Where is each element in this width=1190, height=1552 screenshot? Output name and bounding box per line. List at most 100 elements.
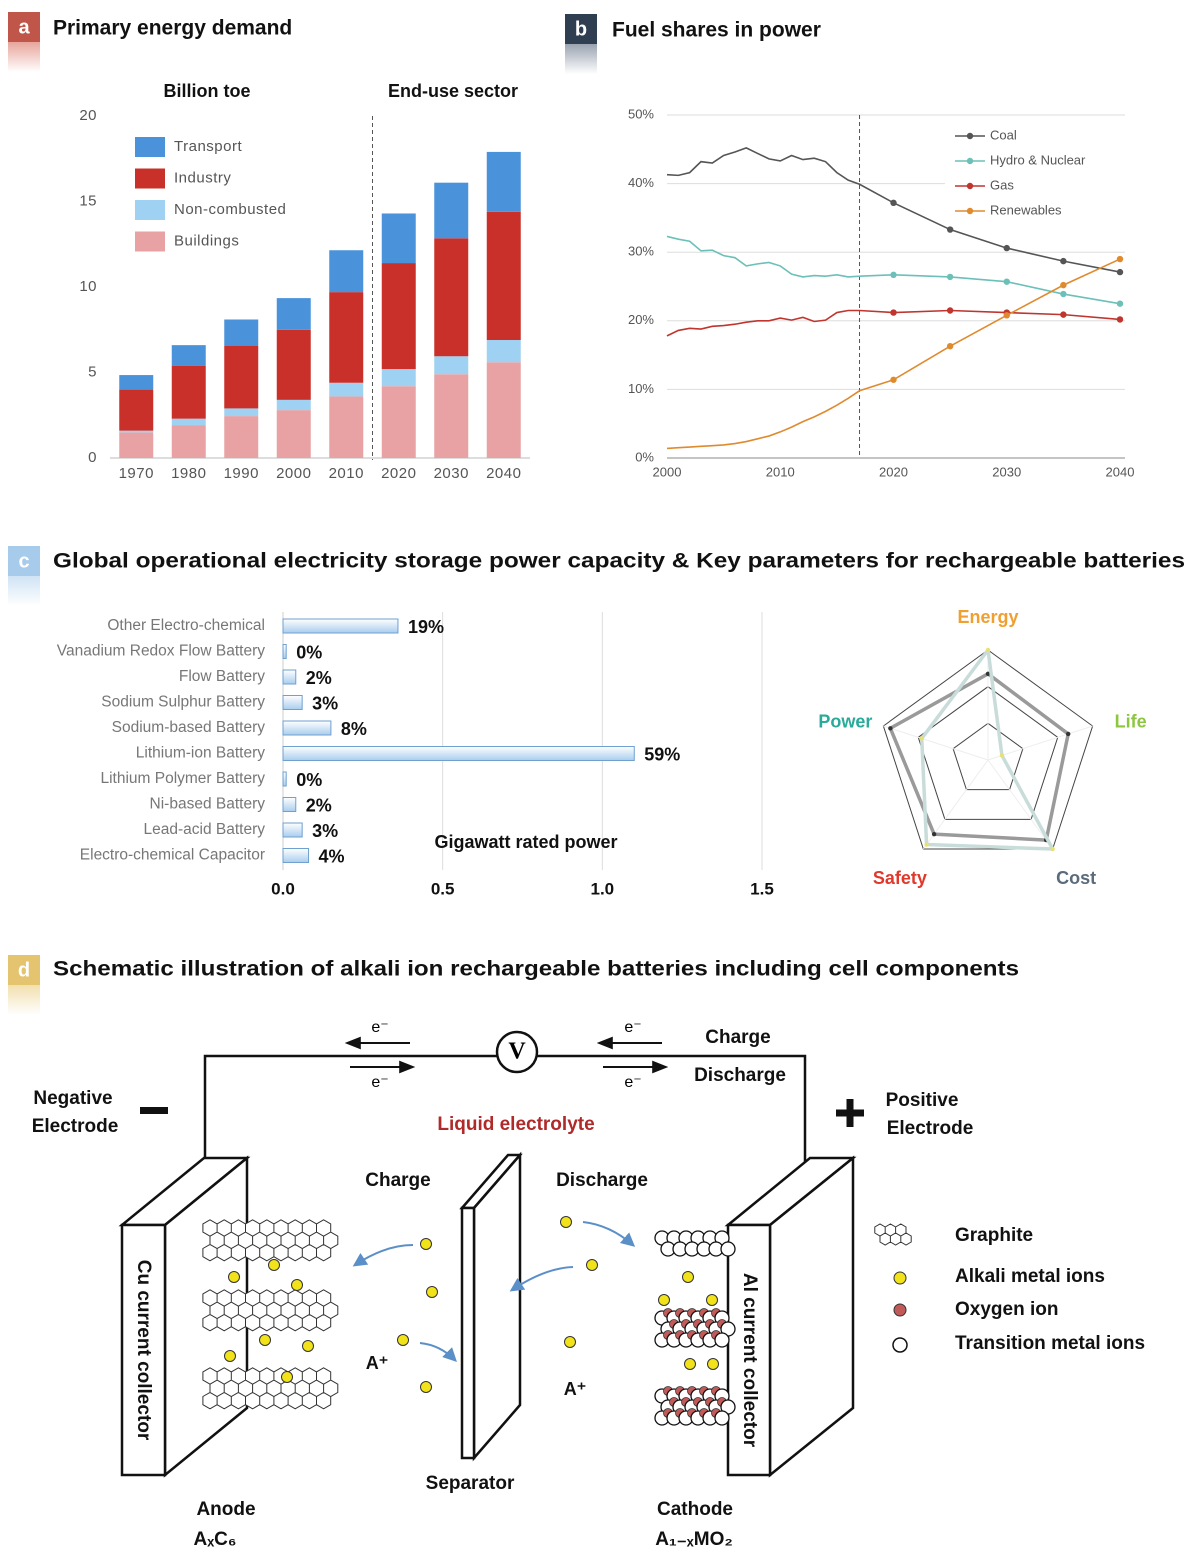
bar-segment: [329, 292, 364, 383]
bar-segment: [276, 399, 311, 411]
radar-point: [924, 842, 929, 847]
axis-label: Cost: [1056, 868, 1096, 888]
y-tick-label: 15: [79, 192, 97, 209]
share-label: 2%: [306, 668, 332, 688]
alkali-ion: [281, 1371, 293, 1383]
battery-schematic: V e⁻ e⁻ e⁻ e⁻ Charge Discharge Negative …: [32, 1019, 1145, 1550]
metal-ion: [714, 1410, 730, 1426]
line: [666, 309, 1121, 337]
legend-label: Gas: [990, 177, 1014, 192]
radar-ring: [952, 722, 1024, 791]
bar-segment: [434, 356, 469, 375]
plus-sign: [836, 1099, 864, 1127]
x-tick-label: 2040: [1106, 464, 1135, 479]
point: [946, 342, 954, 350]
electrode-label: Negative: [33, 1088, 112, 1109]
panel-title: Primary energy demand: [53, 17, 292, 40]
legend-label: Coal: [990, 127, 1017, 142]
x-axis-label: Gigawatt rated power: [434, 832, 617, 852]
category-label: Electro-chemical Capacitor: [80, 847, 265, 864]
alkali-ion: [684, 1358, 696, 1370]
point: [946, 226, 954, 233]
line: [666, 147, 1121, 273]
badge-fade: [565, 44, 597, 74]
category-label: Ni-based Battery: [150, 796, 266, 813]
ion-arrow: [419, 1342, 457, 1362]
radar-point: [1066, 731, 1071, 737]
legend-label: Graphite: [955, 1225, 1033, 1246]
category-label: Lithium Polymer Battery: [100, 770, 265, 787]
radar-spoke: [883, 725, 989, 761]
legend-swatch: [135, 168, 165, 189]
axis-label: Safety: [873, 868, 927, 888]
bar-segment: [381, 263, 416, 370]
legend-box: [945, 124, 1125, 224]
category-label: Vanadium Redox Flow Battery: [57, 643, 265, 660]
x-tick-label: 1990: [224, 465, 259, 482]
x-tick-label: 0.0: [271, 879, 295, 898]
metal-ion: [714, 1332, 730, 1348]
radar-point: [985, 647, 991, 653]
radar-series: [888, 672, 1070, 842]
bar-segment: [119, 375, 154, 390]
electron-label: e⁻: [371, 1074, 388, 1091]
electron-label: e⁻: [624, 1074, 641, 1091]
axis-label: Life: [1115, 711, 1147, 731]
voltmeter-label: V: [508, 1039, 526, 1065]
bar-segment: [171, 425, 206, 458]
x-tick-label: 0.5: [431, 879, 455, 898]
radar-point: [931, 831, 937, 837]
separator-label: Separator: [426, 1473, 515, 1494]
minus-sign: [140, 1107, 168, 1114]
legend-swatch: [135, 137, 165, 157]
badge: [8, 12, 40, 42]
point: [1060, 290, 1067, 298]
cathode-label: Cathode: [657, 1499, 733, 1520]
alkali-ion: [682, 1271, 694, 1283]
x-tick-label: 1980: [171, 465, 206, 482]
share-label: 0%: [296, 770, 322, 790]
graphite-layer: [202, 1367, 339, 1410]
bar-segment: [224, 416, 259, 458]
graphite-layer: [202, 1289, 339, 1332]
bar-segment: [224, 319, 259, 346]
point: [1116, 268, 1124, 276]
alkali-ion: [397, 1334, 409, 1346]
share-label: 3%: [312, 821, 338, 841]
electron-label: e⁻: [624, 1019, 641, 1036]
y-tick-label: 0: [88, 449, 97, 466]
legend-oxygen-icon: [893, 1303, 907, 1317]
cathode-formula: A₁₋ₓMO₂: [655, 1529, 733, 1550]
bar-segment: [381, 386, 416, 458]
ion-arrow: [582, 1221, 636, 1247]
circuit-wire: [203, 1054, 807, 1165]
electrode-label: Positive: [886, 1090, 959, 1111]
point: [946, 273, 954, 281]
point: [890, 199, 897, 207]
legend-label: Transition metal ions: [955, 1333, 1145, 1354]
bar-segment: [329, 396, 364, 458]
ion-arrows: [352, 1221, 636, 1362]
x-tick-label: 2020: [879, 464, 908, 479]
bar: [282, 771, 287, 787]
bar-segment: [276, 329, 311, 400]
bar-segment: [486, 151, 521, 212]
radar-point: [999, 753, 1005, 758]
bar: [282, 669, 297, 685]
bar-segment: [486, 340, 521, 363]
bar-segment: [381, 369, 416, 387]
bar-segment: [329, 250, 364, 293]
legend-swatch: [135, 231, 165, 252]
bar-segment: [171, 418, 206, 426]
discharge-label: Discharge: [556, 1170, 648, 1191]
point: [1003, 278, 1010, 285]
alkali-ion: [291, 1279, 303, 1291]
cathode-collector: [724, 1155, 857, 1478]
panel-headers: a Primary energy demand b Fuel shares in…: [8, 12, 1185, 1015]
alkali-ion: [302, 1340, 314, 1352]
alkali-ion: [586, 1259, 598, 1271]
share-label: 3%: [312, 693, 338, 713]
radar-point: [919, 736, 924, 741]
alkali-ion: [560, 1216, 572, 1228]
bar-segment: [381, 213, 416, 264]
